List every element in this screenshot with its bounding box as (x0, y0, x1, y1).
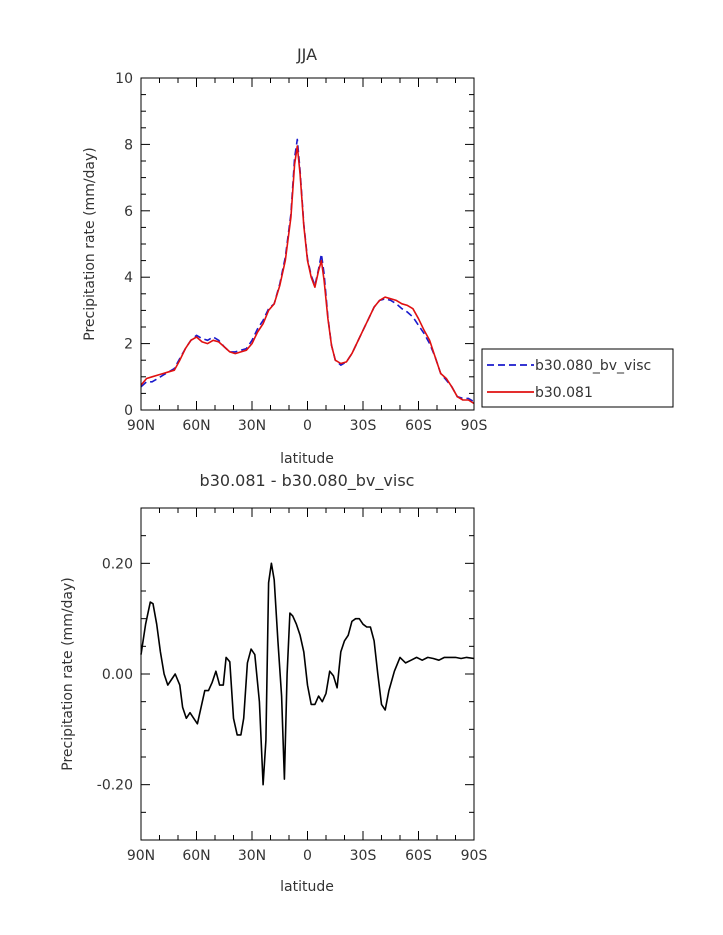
top-y-tick-label: 4 (124, 270, 133, 286)
bottom-x-tick-label: 60N (182, 848, 210, 864)
bottom-x-tick-label: 30S (350, 848, 377, 864)
bottom-x-tick-label: 60S (405, 848, 432, 864)
top-x-tick-label: 30N (238, 418, 266, 434)
bottom-x-tick-label: 90N (127, 848, 155, 864)
top-x-tick-label: 0 (303, 418, 312, 434)
bottom-plot-frame (140, 507, 475, 841)
bottom-x-axis-label: latitude (280, 879, 334, 895)
bottom-series-line-1 (140, 562, 475, 786)
top-x-axis-label: latitude (280, 451, 334, 467)
legend: b30.080_bv_visc b30.081 (481, 348, 674, 408)
top-x-tick-label: 60S (405, 418, 432, 434)
bottom-tick-marks (140, 507, 475, 841)
top-x-tick-label: 30S (350, 418, 377, 434)
top-y-axis-label: Precipitation rate (mm/day) (82, 147, 98, 341)
top-series-line-b30-081 (140, 145, 475, 405)
top-chart-title: JJA (296, 45, 317, 64)
top-x-tick-label: 90N (127, 418, 155, 434)
top-plot-frame (140, 77, 475, 411)
bottom-chart-title: b30.081 - b30.080_bv_visc (200, 471, 415, 491)
bottom-y-tick-label: 0.20 (102, 556, 133, 572)
legend-label-b30-080-bv-visc: b30.080_bv_visc (535, 358, 651, 374)
top-x-tick-label: 90S (461, 418, 488, 434)
top-x-tick-label: 60N (182, 418, 210, 434)
legend-box (481, 348, 674, 408)
top-series-lines (140, 138, 475, 405)
top-y-tick-label: 8 (124, 137, 133, 153)
top-y-tick-label: 0 (124, 403, 133, 419)
top-y-tick-label: 6 (124, 204, 133, 220)
bottom-y-tick-label: -0.20 (97, 778, 133, 794)
bottom-x-tick-label: 0 (303, 848, 312, 864)
bottom-y-axis-label: Precipitation rate (mm/day) (60, 577, 76, 771)
top-y-tick-label: 2 (124, 337, 133, 353)
legend-label-b30-081: b30.081 (535, 385, 593, 401)
top-tick-marks (140, 77, 475, 411)
bottom-series-lines (140, 562, 475, 786)
top-y-tick-label: 10 (115, 71, 133, 87)
bottom-y-tick-label: 0.00 (102, 667, 133, 683)
bottom-x-tick-label: 90S (461, 848, 488, 864)
bottom-panel: b30.081 - b30.080_bv_visc 90N 60N 30N 0 30S 6… (60, 471, 487, 895)
top-series-line-b30-080-bv-visc (140, 138, 475, 403)
bottom-tick-labels: 90N 60N 30N 0 30S 60S 90S 0.20 0.00 -0.20 (97, 556, 488, 864)
bottom-x-tick-label: 30N (238, 848, 266, 864)
top-tick-labels: 90N 60N 30N 0 30S 60S 90S 0 2 4 6 8 10 (115, 71, 487, 434)
